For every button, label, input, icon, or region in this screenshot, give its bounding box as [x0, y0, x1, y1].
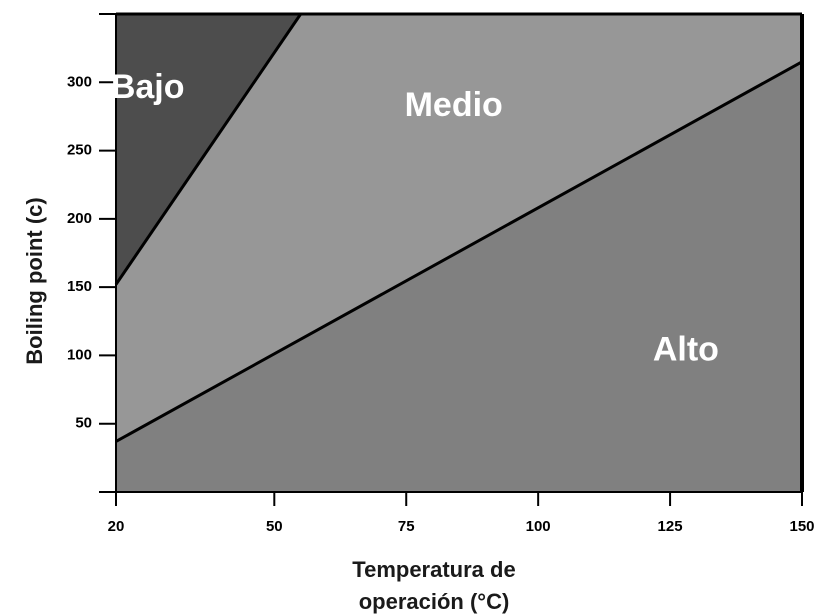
region-medio — [116, 14, 802, 442]
y-tick-label: 300 — [67, 73, 92, 90]
region-label-bajo: Bajo — [111, 68, 185, 106]
x-tick-label: 50 — [266, 518, 283, 535]
boundary-line-1 — [114, 13, 302, 286]
y-axis-title-group: Boiling point (c) — [22, 197, 47, 364]
axes-layer: 50 100 150 200 250 300 20 50 75 100 125 150 — [67, 12, 815, 535]
boundary-lines-layer — [114, 13, 803, 443]
region-labels-layer: Bajo Medio Alto — [111, 68, 719, 368]
y-tick-label: 150 — [67, 278, 92, 295]
y-axis-title: Boiling point (c) — [22, 197, 47, 364]
x-axis-title-line-1: Temperatura de — [352, 557, 515, 582]
x-tick-label: 75 — [398, 518, 415, 535]
x-tick-label: 100 — [526, 518, 551, 535]
y-tick-label: 250 — [67, 142, 92, 159]
y-tick-label: 200 — [67, 210, 92, 227]
x-tick-label: 20 — [108, 518, 125, 535]
region-label-alto: Alto — [653, 330, 719, 368]
x-tick-label: 150 — [789, 518, 814, 535]
x-axis-title-line-2: operación (°C) — [359, 589, 510, 614]
region-label-medio: Medio — [405, 86, 503, 124]
y-tick-label: 50 — [75, 415, 92, 432]
region-alto — [116, 61, 802, 493]
boundary-line-2 — [115, 60, 803, 443]
x-tick-label: 125 — [658, 518, 683, 535]
x-axis-title-group: Temperatura de operación (°C) — [352, 557, 515, 614]
y-tick-label: 100 — [67, 346, 92, 363]
